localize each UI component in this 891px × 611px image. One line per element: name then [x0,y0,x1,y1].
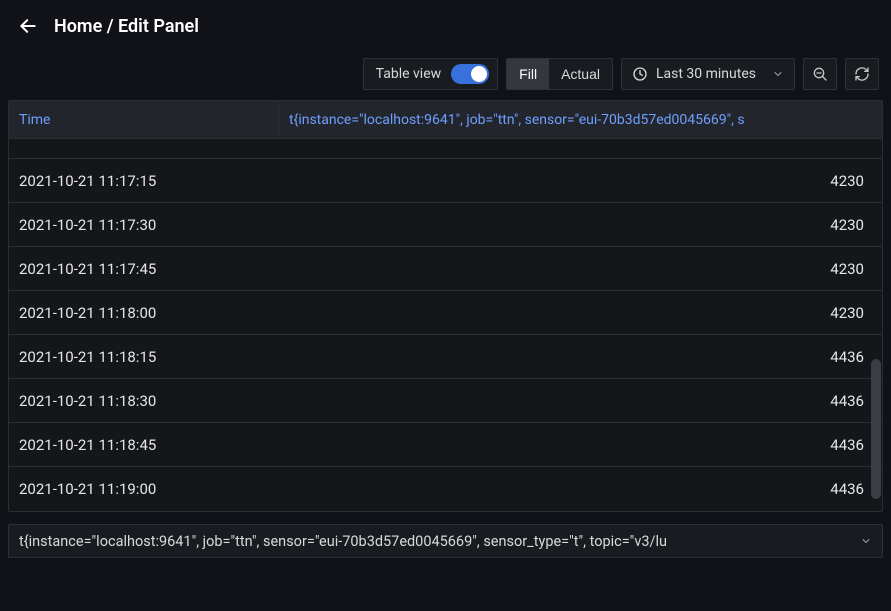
table-row[interactable]: 2021-10-21 11:18:454436 [9,423,882,467]
toolbar: Table view Fill Actual Last 30 minutes [0,52,891,100]
table-row[interactable]: 2021-10-21 11:18:154436 [9,335,882,379]
table-row[interactable]: 2021-10-21 11:18:304436 [9,379,882,423]
refresh-icon [854,66,870,82]
cell-value: 4436 [279,335,882,378]
zoom-out-button[interactable] [803,58,837,90]
chevron-down-icon [772,68,784,80]
table-body-wrapper: 2021-10-21 11:17:1542302021-10-21 11:17:… [9,139,882,511]
query-row: t{instance="localhost:9641", job="ttn", … [8,524,883,558]
cell-value: 4230 [279,159,882,202]
cell-value: 4230 [279,203,882,246]
fill-actual-group: Fill Actual [506,58,613,90]
table-row[interactable]: 2021-10-21 11:17:154230 [9,159,882,203]
back-button[interactable] [12,10,44,42]
actual-button[interactable]: Actual [549,59,612,89]
chevron-down-icon [860,535,872,547]
fill-button[interactable]: Fill [507,59,549,89]
cell-time: 2021-10-21 11:17:15 [9,159,279,202]
cell-value: 4436 [279,423,882,466]
table-row[interactable]: 2021-10-21 11:17:304230 [9,203,882,247]
panel-area: Time t{instance="localhost:9641", job="t… [0,100,891,512]
time-range-label: Last 30 minutes [656,66,756,82]
scrollbar-thumb[interactable] [871,359,881,499]
table-row[interactable]: 2021-10-21 11:19:004436 [9,467,882,511]
table-body: 2021-10-21 11:17:1542302021-10-21 11:17:… [9,159,882,511]
cell-value: 4230 [279,247,882,290]
cell-value: 4436 [279,467,882,511]
topbar: Home / Edit Panel [0,0,891,52]
zoom-out-icon [812,66,828,82]
table-header: Time t{instance="localhost:9641", job="t… [9,101,882,139]
cell-time: 2021-10-21 11:17:45 [9,247,279,290]
cell-time: 2021-10-21 11:18:45 [9,423,279,466]
series-select-text: t{instance="localhost:9641", job="ttn", … [19,533,852,550]
table-view-switch[interactable] [451,64,489,84]
table-row[interactable]: 2021-10-21 11:18:004230 [9,291,882,335]
column-header-time[interactable]: Time [9,101,279,138]
switch-knob [471,66,487,82]
arrow-left-icon [18,16,38,36]
breadcrumb[interactable]: Home / Edit Panel [54,16,199,37]
cell-value: 4230 [279,291,882,334]
cell-time: 2021-10-21 11:18:30 [9,379,279,422]
table-view-toggle[interactable]: Table view [363,58,499,90]
table-view-label: Table view [376,66,442,82]
table-spacer-row [9,139,882,159]
cell-time: 2021-10-21 11:18:15 [9,335,279,378]
table-row[interactable]: 2021-10-21 11:17:454230 [9,247,882,291]
cell-time: 2021-10-21 11:17:30 [9,203,279,246]
cell-time: 2021-10-21 11:18:00 [9,291,279,334]
series-select[interactable]: t{instance="localhost:9641", job="ttn", … [8,524,883,558]
panel: Time t{instance="localhost:9641", job="t… [8,100,883,512]
column-header-value[interactable]: t{instance="localhost:9641", job="ttn", … [279,101,882,138]
clock-icon [632,66,648,82]
time-range-picker[interactable]: Last 30 minutes [621,58,795,90]
cell-value: 4436 [279,379,882,422]
cell-time: 2021-10-21 11:19:00 [9,467,279,511]
refresh-button[interactable] [845,58,879,90]
